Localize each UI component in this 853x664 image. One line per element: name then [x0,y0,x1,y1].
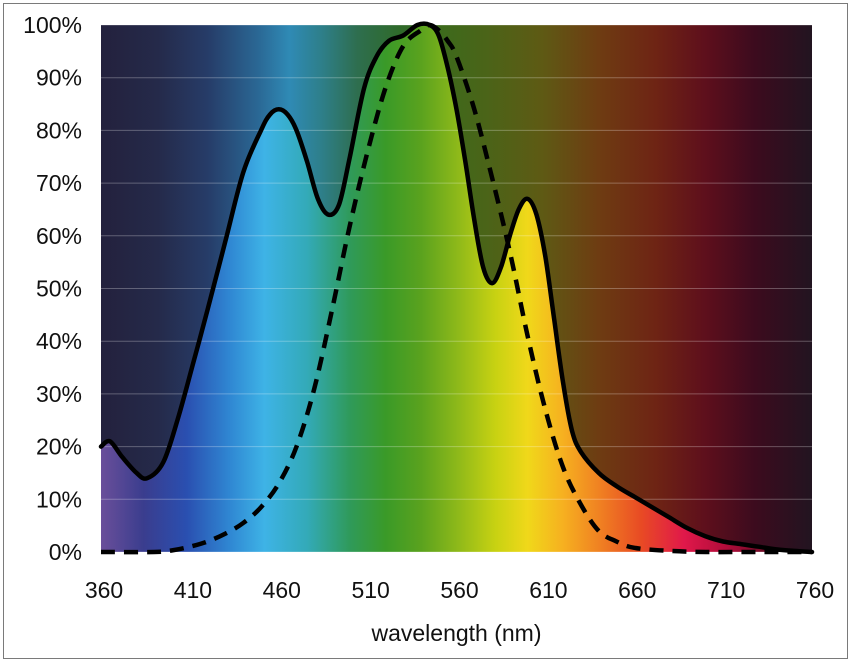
x-tick-label: 710 [707,577,745,603]
x-tick-label: 360 [85,577,123,603]
y-tick-label: 50% [36,276,82,302]
gridlines [101,24,812,553]
chart-frame [3,3,848,659]
x-tick-label: 760 [796,577,834,603]
x-tick-label: 610 [529,577,567,603]
x-tick-label: 410 [174,577,212,603]
y-tick-label: 30% [36,381,82,407]
y-tick-label: 70% [36,170,82,196]
y-tick-label: 20% [36,434,82,460]
y-axis-ticks: 0% 10% 20% 30% 40% 50% 60% 70% 80% 90% 100% [23,12,82,565]
x-axis-label: wavelength (nm) [370,620,541,646]
y-tick-label: 80% [36,117,82,143]
x-tick-label: 660 [618,577,656,603]
y-tick-label: 60% [36,223,82,249]
y-tick-label: 0% [49,539,82,565]
y-tick-label: 10% [36,486,82,512]
y-tick-label: 90% [36,65,82,91]
x-axis-ticks: 360 410 460 510 560 610 660 710 760 [85,577,834,603]
x-tick-label: 510 [351,577,389,603]
y-tick-label: 100% [23,12,82,38]
y-tick-label: 40% [36,328,82,354]
solid-series-line [98,21,815,555]
x-tick-label: 460 [263,577,301,603]
x-tick-label: 560 [440,577,478,603]
